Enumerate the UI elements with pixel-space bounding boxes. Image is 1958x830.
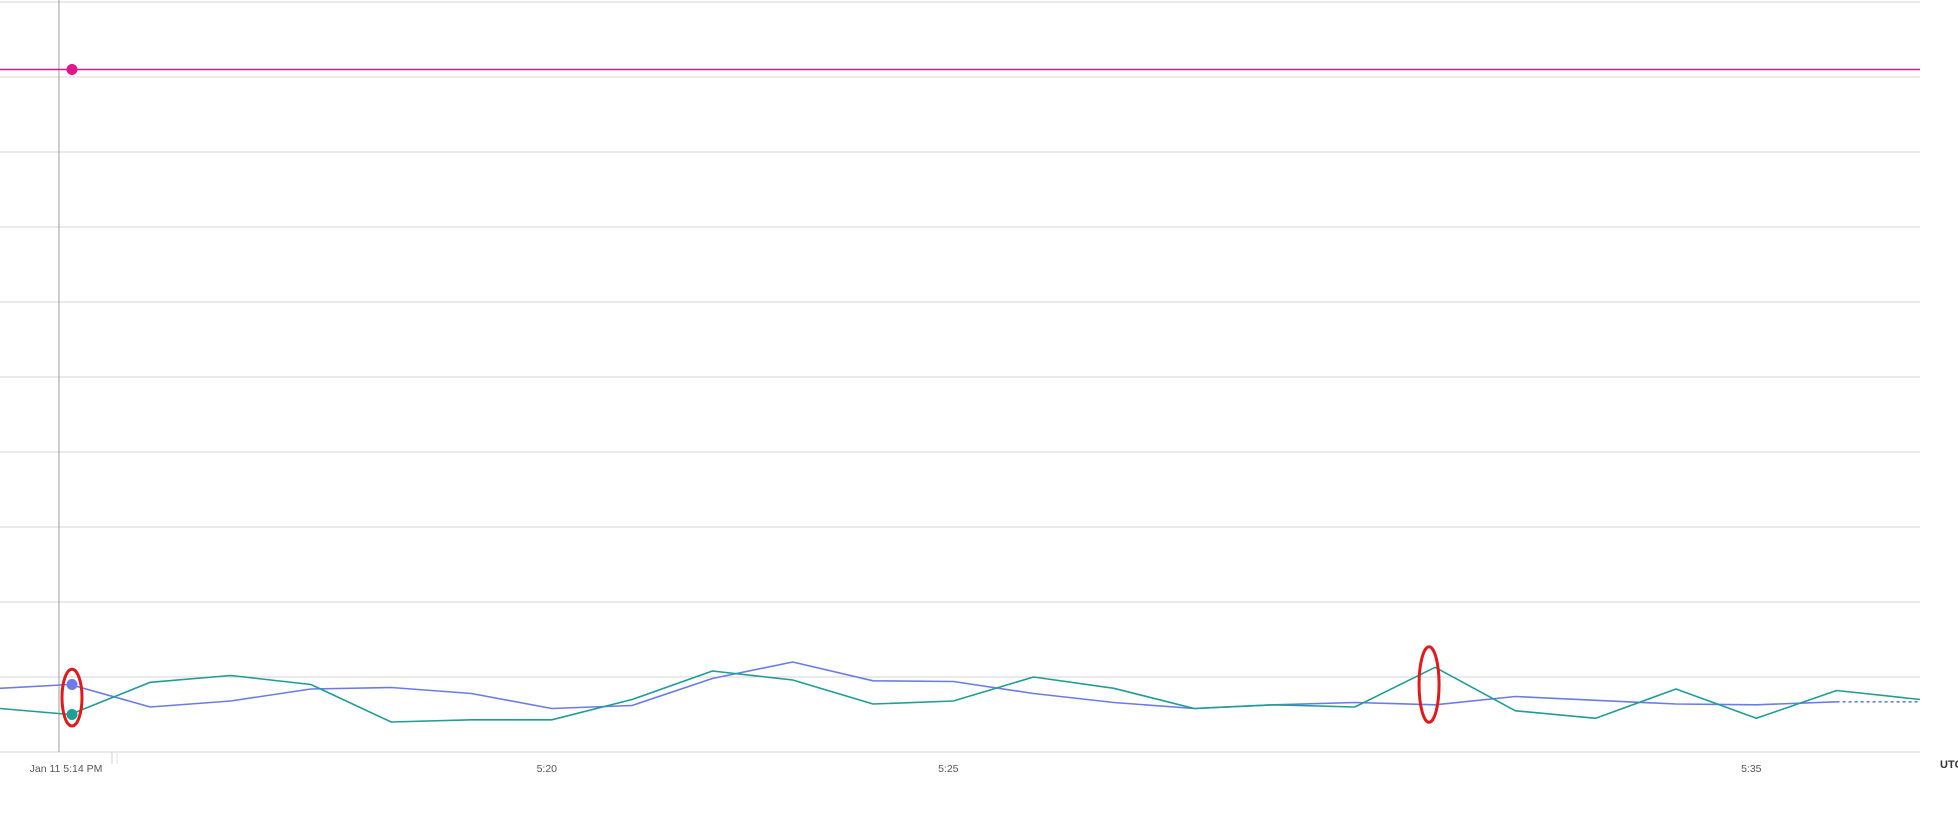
series-line-3 xyxy=(0,666,1921,723)
x-tick-label: 5:20 xyxy=(537,763,558,775)
series-line-2 xyxy=(0,661,1837,710)
annotation-highlight-2 xyxy=(1417,645,1441,724)
x-tick-label: 5:35 xyxy=(1741,763,1762,775)
series-3-hover-point xyxy=(66,709,78,720)
x-tick-label: Jan 11 5:14 PM xyxy=(30,763,103,775)
x-tick-label: 5:25 xyxy=(938,763,959,775)
series-2-hover-point xyxy=(66,679,78,690)
series-1-hover-point xyxy=(66,64,78,75)
timezone-label: UTC xyxy=(1940,759,1958,771)
annotation-highlight-1 xyxy=(60,667,84,728)
